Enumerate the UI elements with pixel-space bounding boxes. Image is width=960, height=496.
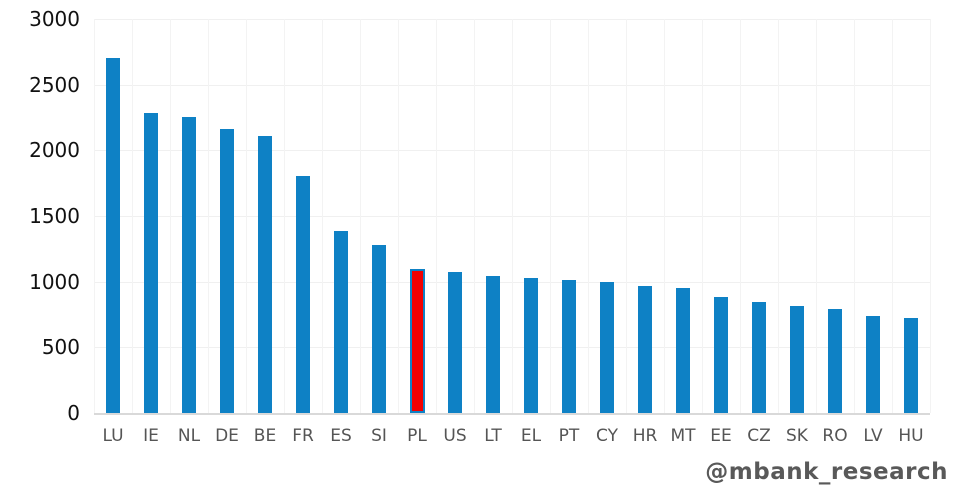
bar-ES bbox=[334, 231, 348, 413]
bar-HR bbox=[638, 286, 652, 413]
v-gridline bbox=[892, 19, 893, 413]
x-tick-label-PT: PT bbox=[558, 426, 580, 446]
v-gridline bbox=[588, 19, 589, 413]
bar-PT bbox=[562, 280, 576, 413]
v-gridline bbox=[550, 19, 551, 413]
v-gridline bbox=[626, 19, 627, 413]
bar-EE bbox=[714, 297, 728, 413]
v-gridline bbox=[664, 19, 665, 413]
x-tick-label-LU: LU bbox=[102, 426, 124, 446]
bar-BE bbox=[258, 136, 272, 413]
x-tick-label-LV: LV bbox=[863, 426, 883, 446]
bar-EL bbox=[524, 278, 538, 413]
x-tick-label-BE: BE bbox=[253, 426, 277, 446]
bar-US bbox=[448, 272, 462, 413]
x-tick-label-NL: NL bbox=[177, 426, 201, 446]
v-gridline bbox=[284, 19, 285, 413]
bar-LU bbox=[106, 58, 120, 413]
v-gridline bbox=[94, 19, 95, 413]
v-gridline bbox=[132, 19, 133, 413]
x-tick-label-EE: EE bbox=[710, 426, 732, 446]
x-tick-label-FR: FR bbox=[292, 426, 314, 446]
v-gridline bbox=[740, 19, 741, 413]
bar-IE bbox=[144, 113, 158, 413]
x-tick-label-CY: CY bbox=[596, 426, 618, 446]
y-tick-label-1000: 1000 bbox=[29, 270, 80, 294]
v-gridline bbox=[398, 19, 399, 413]
v-gridline bbox=[436, 19, 437, 413]
x-tick-label-HR: HR bbox=[632, 426, 658, 446]
y-tick-label-2500: 2500 bbox=[29, 73, 80, 97]
y-tick-label-0: 0 bbox=[67, 401, 80, 425]
y-tick-label-2000: 2000 bbox=[29, 138, 80, 162]
bar-MT bbox=[676, 288, 690, 413]
bar-HU bbox=[904, 318, 918, 413]
x-tick-label-PL: PL bbox=[407, 426, 427, 446]
v-gridline bbox=[854, 19, 855, 413]
v-gridline bbox=[778, 19, 779, 413]
x-tick-label-DE: DE bbox=[215, 426, 239, 446]
x-tick-label-CZ: CZ bbox=[747, 426, 771, 446]
bar-SI bbox=[372, 245, 386, 413]
y-tick-label-1500: 1500 bbox=[29, 204, 80, 228]
bar-CZ bbox=[752, 302, 766, 413]
bar-RO bbox=[828, 309, 842, 413]
v-gridline bbox=[208, 19, 209, 413]
x-tick-label-EL: EL bbox=[520, 426, 542, 446]
y-tick-label-3000: 3000 bbox=[29, 7, 80, 31]
x-tick-label-MT: MT bbox=[670, 426, 696, 446]
bar-CY bbox=[600, 282, 614, 413]
x-tick-label-SK: SK bbox=[786, 426, 808, 446]
v-gridline bbox=[702, 19, 703, 413]
x-tick-label-LT: LT bbox=[484, 426, 502, 446]
x-tick-label-RO: RO bbox=[822, 426, 848, 446]
bar-LV bbox=[866, 316, 880, 413]
v-gridline bbox=[322, 19, 323, 413]
watermark-text: @mbank_research bbox=[705, 459, 948, 485]
v-gridline bbox=[816, 19, 817, 413]
x-tick-label-ES: ES bbox=[330, 426, 352, 446]
v-gridline bbox=[170, 19, 171, 413]
x-tick-label-IE: IE bbox=[143, 426, 159, 446]
bar-LT bbox=[486, 276, 500, 413]
v-gridline bbox=[474, 19, 475, 413]
v-gridline bbox=[360, 19, 361, 413]
x-tick-label-SI: SI bbox=[371, 426, 387, 446]
x-tick-label-HU: HU bbox=[898, 426, 924, 446]
y-tick-label-500: 500 bbox=[41, 335, 80, 359]
bar-NL bbox=[182, 117, 196, 413]
bar-FR bbox=[296, 176, 310, 413]
bar-SK bbox=[790, 306, 804, 413]
v-gridline bbox=[512, 19, 513, 413]
v-gridline bbox=[246, 19, 247, 413]
plot-area bbox=[94, 19, 931, 415]
v-gridline bbox=[930, 19, 931, 413]
bar-DE bbox=[220, 129, 234, 413]
bar-PL bbox=[410, 269, 425, 413]
x-tick-label-US: US bbox=[443, 426, 467, 446]
